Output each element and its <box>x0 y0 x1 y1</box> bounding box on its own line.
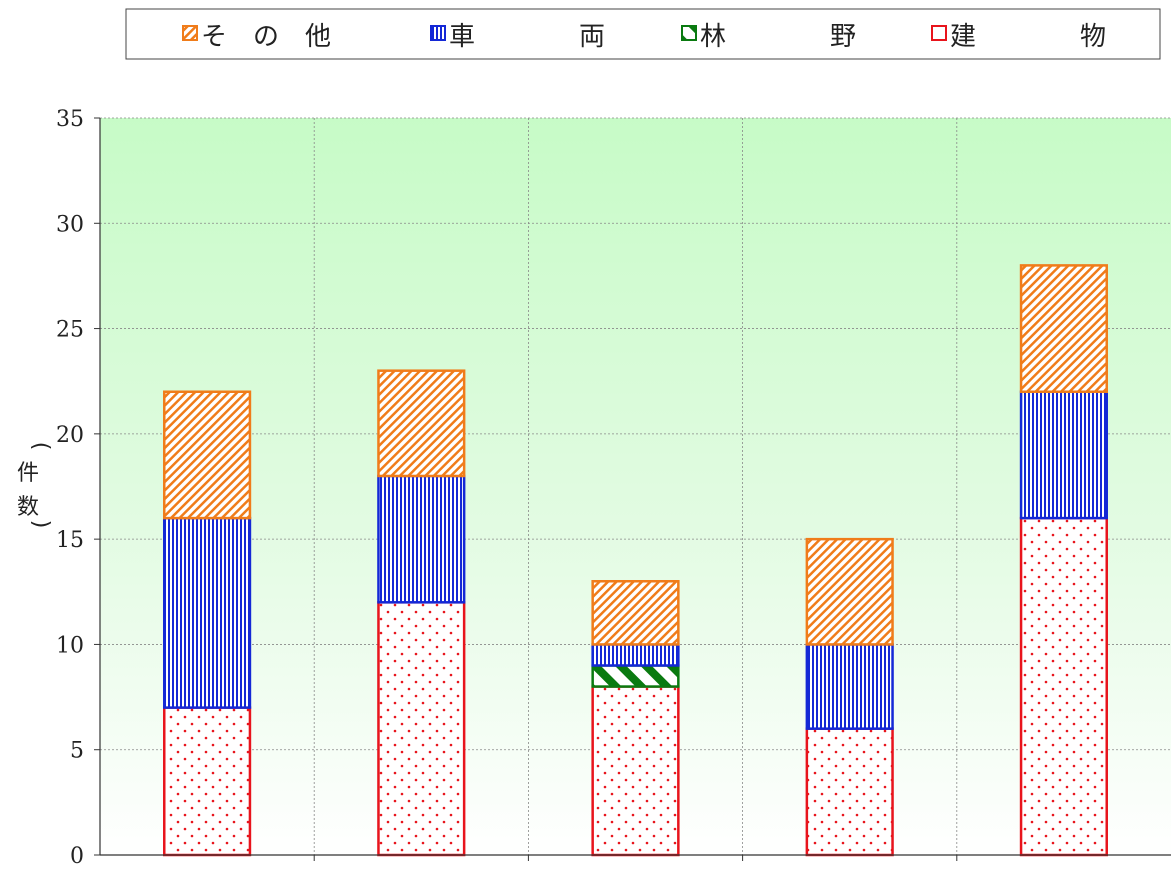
bar-segment <box>591 643 680 667</box>
y-tick-label: 20 <box>56 423 84 448</box>
legend-item-building: 建 物 <box>931 22 1106 52</box>
y-tick-label: 0 <box>70 844 84 869</box>
legend: そ の 他 車 両 林 野 建 物 <box>125 8 1161 60</box>
legend-label-vehicle: 車 両 <box>449 22 605 52</box>
bar-segment <box>377 474 466 604</box>
bars <box>163 264 1108 857</box>
legend-label-building: 建 物 <box>950 22 1106 52</box>
legend-item-vehicle: 車 両 <box>430 22 605 52</box>
legend-swatch-other <box>182 25 198 41</box>
bar-segment <box>591 685 680 857</box>
bar-segment <box>1019 390 1108 520</box>
bar-segment <box>591 664 680 688</box>
legend-swatch-building <box>931 25 947 41</box>
y-tick-label: 10 <box>56 633 84 658</box>
y-axis-label: ( 件 数 ) <box>17 442 53 529</box>
y-tick-label: 35 <box>56 107 84 132</box>
axes: 0 5 10 15 20 25 30 35 <box>56 107 1171 869</box>
y-tick-label: 25 <box>56 318 84 343</box>
y-tick-label: 5 <box>70 739 84 764</box>
legend-label-other: そ の 他 <box>201 22 331 52</box>
legend-frame <box>125 8 1161 60</box>
legend-swatch-vehicle <box>430 25 446 41</box>
y-axis-label-char: ( <box>28 442 53 451</box>
bar-segment <box>163 390 252 520</box>
legend-label-forest: 林 野 <box>700 22 856 52</box>
bar-segment <box>805 643 894 730</box>
legend-swatch-forest <box>681 25 697 41</box>
legend-item-forest: 林 野 <box>681 22 856 52</box>
y-axis-label-char: ) <box>28 520 53 529</box>
bar-segment <box>805 537 894 646</box>
y-tick-label: 30 <box>56 212 84 237</box>
bar-segment <box>377 369 466 478</box>
y-tick-label: 15 <box>56 528 84 553</box>
bar-segment <box>591 580 680 646</box>
bar-segment <box>1019 516 1108 857</box>
bar-segment <box>805 727 894 857</box>
bar-segment <box>163 706 252 857</box>
grid <box>100 117 1171 855</box>
bar-segment <box>1019 264 1108 393</box>
bar-segment <box>377 601 466 857</box>
legend-item-other: そ の 他 <box>182 22 331 52</box>
y-axis-label-char: 件 <box>17 461 39 486</box>
y-axis-label-char: 数 <box>17 495 39 520</box>
bar-segment <box>163 516 252 709</box>
